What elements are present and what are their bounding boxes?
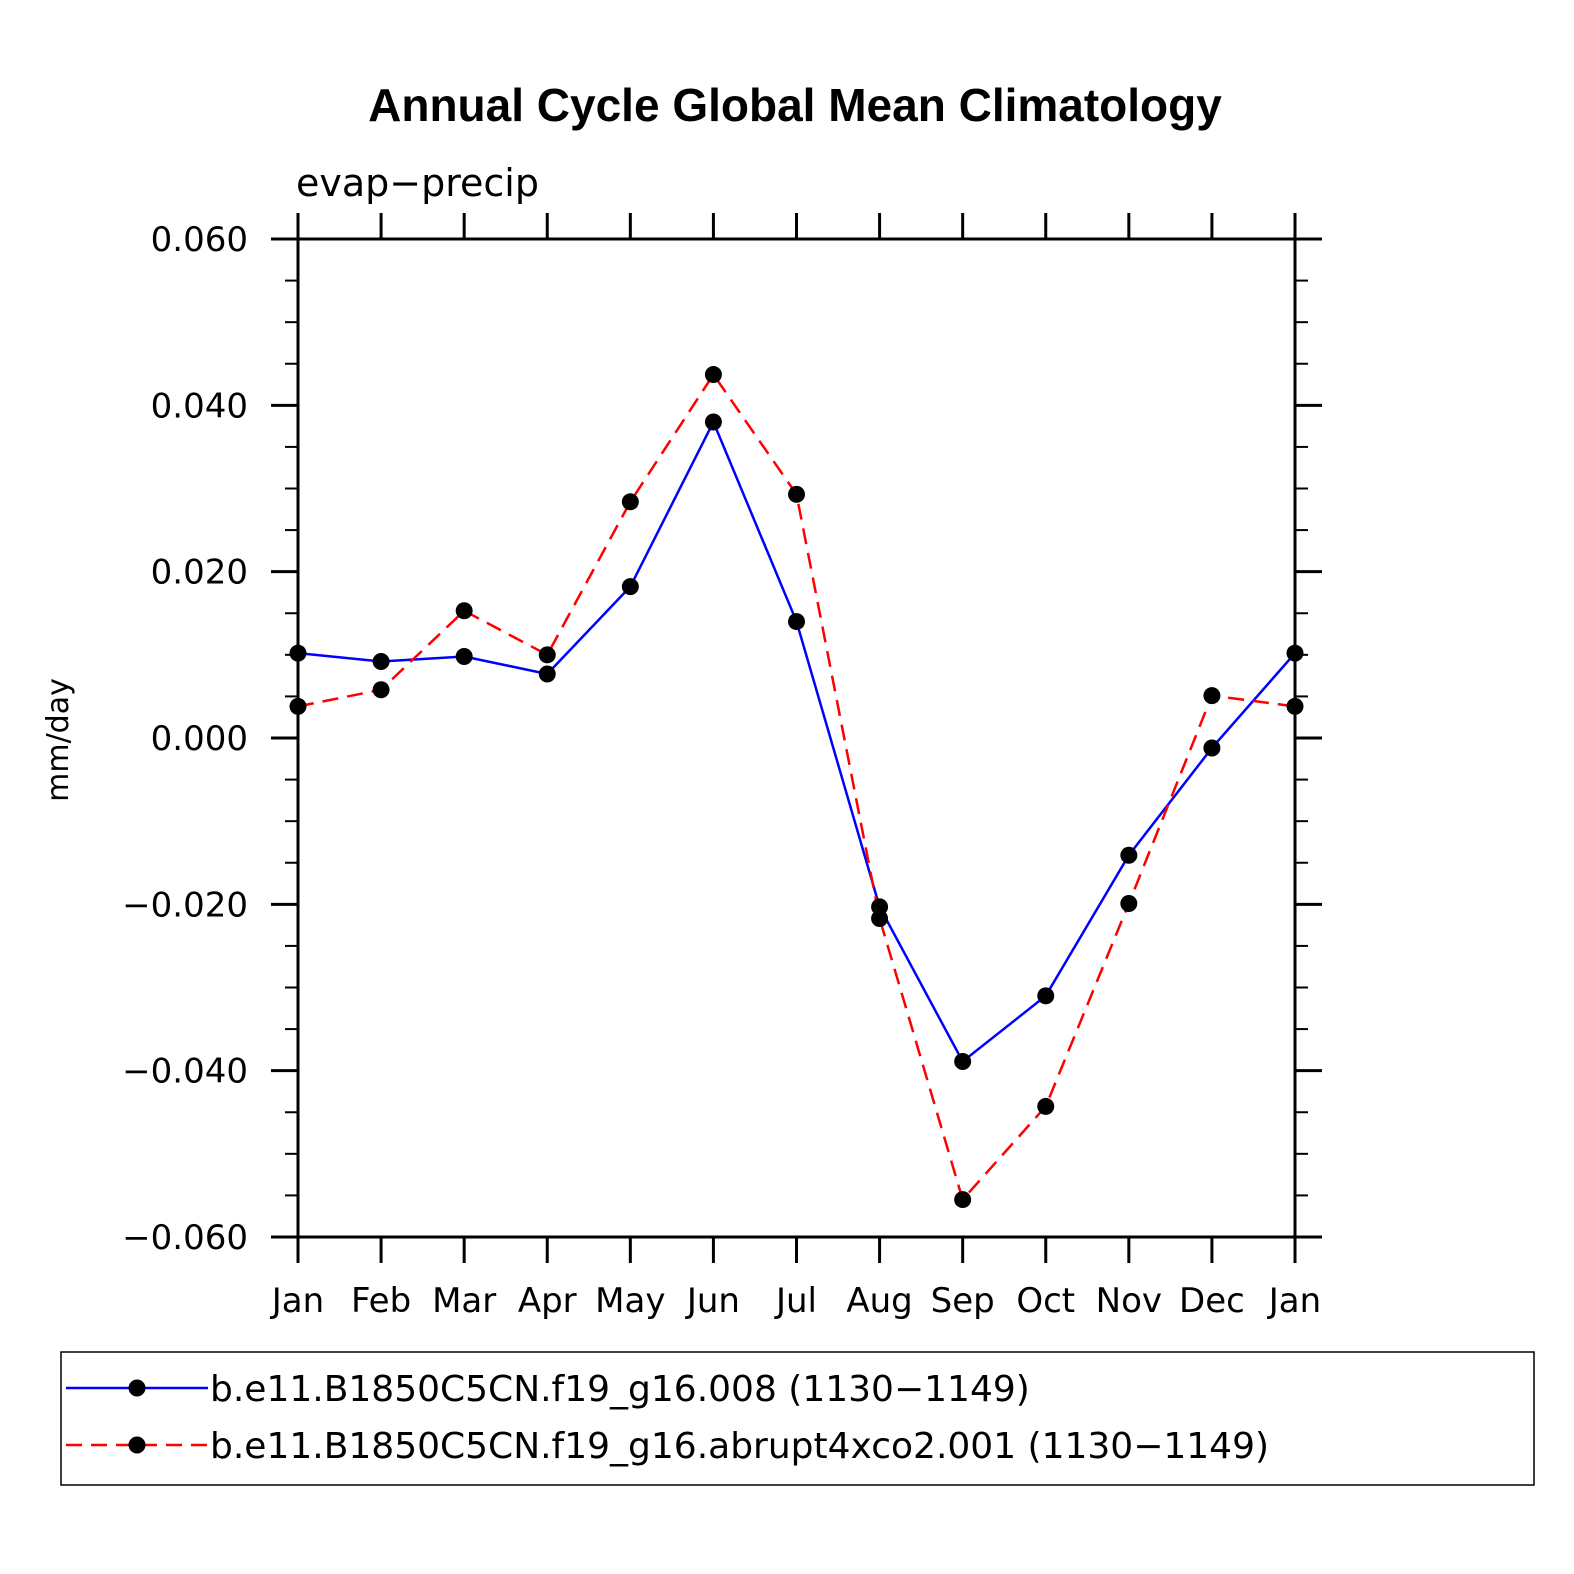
x-tick-label: Oct	[1016, 1281, 1075, 1321]
series-1-point	[871, 898, 889, 916]
y-tick-label: −0.060	[122, 1218, 248, 1258]
series-2-point	[455, 602, 473, 620]
series-2-point	[372, 681, 390, 699]
series-1-point	[788, 613, 805, 631]
x-tick-label: Mar	[432, 1281, 496, 1321]
y-tick-label: 0.040	[151, 386, 248, 426]
x-tick-label: Jun	[685, 1281, 740, 1321]
series-1-point	[289, 644, 307, 662]
series-2-point	[1037, 1097, 1055, 1115]
series-layer	[289, 366, 1304, 1209]
series-2-point	[704, 366, 722, 384]
legend-marker-2	[128, 1436, 146, 1454]
x-tick-label: Feb	[351, 1281, 411, 1321]
series-2-point	[538, 646, 556, 664]
series-1-point	[704, 413, 722, 431]
legend-box	[60, 1351, 1535, 1486]
x-tick-label: Aug	[846, 1281, 912, 1321]
series-1-point	[455, 647, 473, 665]
series-1-point	[621, 578, 639, 596]
legend: b.e11.B1850C5CN.f19_g16.008 (1130−1149) b…	[60, 1351, 1535, 1486]
x-tick-label: Dec	[1179, 1281, 1245, 1321]
series-2-point	[1286, 697, 1304, 715]
series-line-1	[297, 418, 1296, 1064]
axis-ticks: Jan Feb Mar Apr May Jun Jul Aug Sep Oct Nov Dec Jan−…	[122, 213, 1322, 1321]
series-2-point	[1203, 687, 1221, 705]
x-tick-label: Sep	[931, 1281, 995, 1321]
y-tick-label: 0.060	[151, 220, 248, 260]
y-tick-label: 0.000	[151, 719, 248, 759]
series-1-point	[1120, 846, 1138, 864]
series-1-point	[954, 1053, 972, 1071]
series-1-point	[1286, 644, 1304, 662]
legend-label-1: b.e11.B1850C5CN.f19_g16.008 (1130−1149)	[210, 1369, 1030, 1410]
x-tick-label: Jan	[270, 1281, 324, 1321]
x-tick-label: Jan	[1267, 1281, 1321, 1321]
chart-title: Annual Cycle Global Mean Climatology	[368, 79, 1222, 131]
series-2-point	[289, 697, 307, 715]
plot-frame	[296, 237, 1297, 1239]
series-2-point	[788, 485, 805, 503]
series-1-point	[538, 665, 556, 683]
series-1-point	[1203, 739, 1221, 757]
legend-marker-1	[128, 1379, 146, 1397]
y-tick-label: −0.020	[122, 885, 248, 925]
legend-label-2: b.e11.B1850C5CN.f19_g16.abrupt4xco2.001 …	[210, 1426, 1269, 1467]
series-2-point	[1120, 895, 1138, 913]
x-tick-label: May	[595, 1281, 665, 1321]
chart-subtitle: evap−precip	[296, 161, 539, 205]
series-1-point	[372, 652, 390, 670]
x-tick-label: Nov	[1096, 1281, 1162, 1321]
x-tick-label: Jul	[774, 1281, 817, 1321]
series-1-point	[1037, 987, 1055, 1005]
y-tick-label: −0.040	[122, 1052, 248, 1092]
y-tick-label: 0.020	[151, 553, 248, 593]
series-2-point	[871, 909, 889, 927]
series-2-point	[621, 493, 639, 511]
y-axis-label: mm/day	[41, 678, 76, 802]
series-2-point	[954, 1191, 972, 1209]
x-tick-label: Apr	[518, 1281, 577, 1321]
